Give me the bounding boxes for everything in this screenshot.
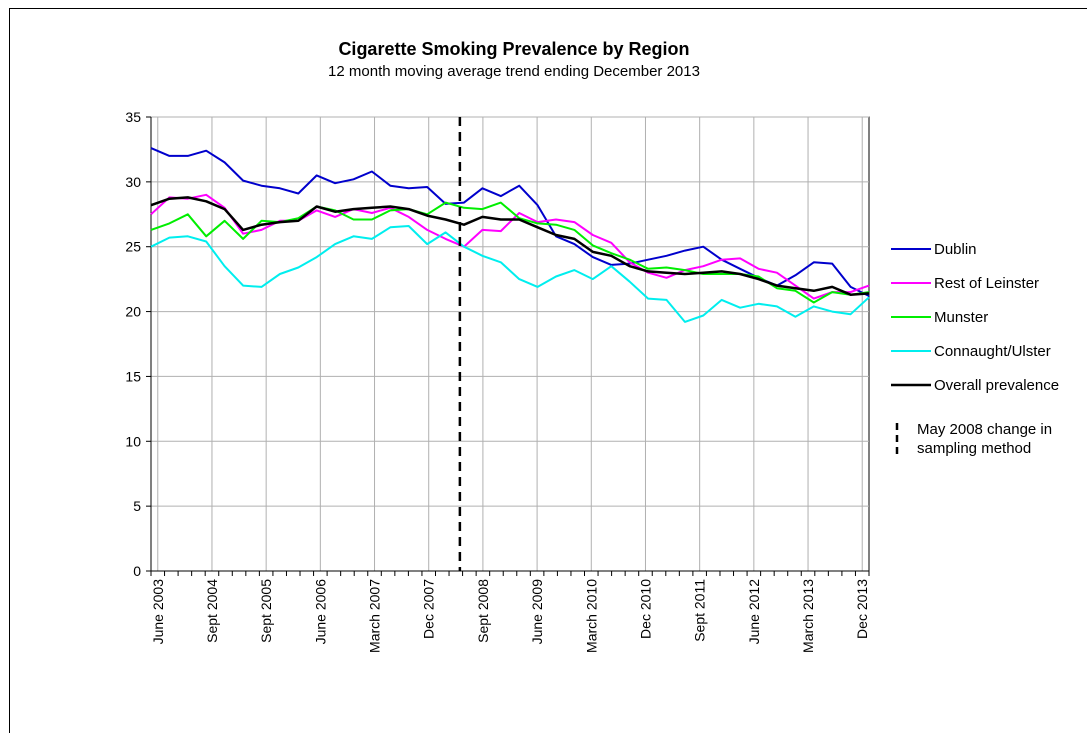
y-axis-ticks: 0 5 10 15 20 25 30 35 — [125, 109, 151, 579]
series-lines — [150, 147, 870, 323]
y-tick-label: 10 — [125, 433, 141, 449]
x-tick-label: June 2006 — [312, 579, 328, 645]
y-tick-label: 20 — [125, 304, 141, 320]
legend-label: Dublin — [934, 241, 977, 258]
x-tick-label: June 2009 — [529, 579, 545, 645]
x-tick-label: Sept 2004 — [204, 579, 220, 643]
x-tick-label: Sept 2011 — [692, 579, 708, 642]
x-tick-label: Dec 2013 — [854, 579, 870, 639]
legend-marker-label-line1: May 2008 change in — [917, 421, 1052, 438]
chart-frame — [9, 8, 1087, 733]
y-tick-label: 25 — [125, 239, 141, 255]
legend-label: Connaught/Ulster — [934, 343, 1051, 360]
legend-label: Overall prevalence — [934, 377, 1059, 394]
y-tick-label: 35 — [125, 109, 141, 125]
series-line-dublin — [150, 147, 870, 297]
plot-area — [150, 116, 870, 572]
x-tick-label: Dec 2010 — [637, 579, 653, 639]
y-tick-label: 0 — [133, 563, 141, 579]
legend-label: Rest of Leinster — [934, 275, 1039, 292]
x-tick-label: Dec 2007 — [421, 579, 437, 639]
x-tick-label: June 2012 — [746, 579, 762, 645]
legend-marker-label-line2: sampling method — [917, 440, 1031, 457]
y-tick-label: 5 — [133, 498, 141, 514]
series-line-connaught-ulster — [150, 225, 870, 323]
gridlines — [150, 116, 870, 572]
x-tick-label: June 2003 — [150, 579, 166, 645]
legend-label: Munster — [934, 309, 988, 326]
x-tick-label: Sept 2005 — [258, 579, 274, 643]
y-tick-label: 30 — [125, 174, 141, 190]
legend: Dublin Rest of Leinster Munster Connaught/U… — [891, 241, 1059, 457]
chart-subtitle: 12 month moving average trend ending Dec… — [328, 63, 700, 80]
chart-title: Cigarette Smoking Prevalence by Region — [338, 39, 689, 59]
series-line-rest-of-leinster — [150, 193, 870, 300]
series-line-overall-prevalence — [150, 196, 870, 296]
x-axis-ticks: June 2003 Sept 2004 Sept 2005 June 2006 Marc… — [150, 571, 870, 653]
series-line-munster — [150, 201, 870, 304]
x-tick-label: March 2013 — [800, 579, 816, 653]
axes — [150, 117, 869, 572]
x-tick-label: March 2007 — [367, 579, 383, 653]
x-tick-label: March 2010 — [583, 579, 599, 653]
y-tick-label: 15 — [125, 368, 141, 384]
x-tick-label: Sept 2008 — [475, 579, 491, 643]
